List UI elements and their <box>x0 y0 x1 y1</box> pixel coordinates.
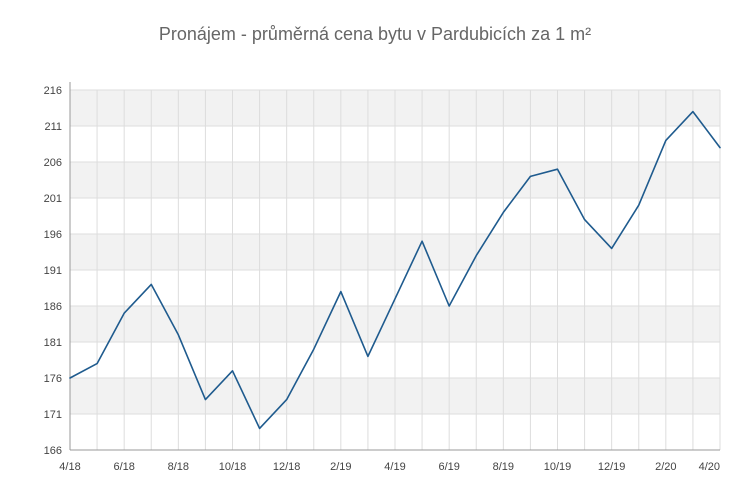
x-tick-label: 2/19 <box>330 461 351 473</box>
y-tick-label: 201 <box>44 193 62 205</box>
chart-title: Pronájem - průměrná cena bytu v Pardubic… <box>158 24 592 44</box>
y-tick-label: 216 <box>44 85 62 97</box>
x-tick-label: 10/19 <box>544 461 572 473</box>
x-tick-label: 2/20 <box>655 461 676 473</box>
y-tick-label: 171 <box>44 409 62 421</box>
y-tick-label: 206 <box>44 157 62 169</box>
x-tick-label: 12/18 <box>273 461 301 473</box>
y-tick-label: 211 <box>44 121 62 133</box>
y-tick-label: 181 <box>44 337 62 349</box>
y-tick-label: 176 <box>44 373 62 385</box>
x-tick-label: 8/19 <box>493 461 514 473</box>
x-tick-label: 12/19 <box>598 461 626 473</box>
horizontal-gridlines <box>70 89 720 451</box>
series-group <box>69 110 721 430</box>
x-tick-label: 10/18 <box>219 461 247 473</box>
axes <box>69 82 720 451</box>
x-tick-label: 4/18 <box>59 461 80 473</box>
y-tick-label: 166 <box>44 445 62 457</box>
x-tick-label: 6/18 <box>113 461 134 473</box>
y-tick-label: 186 <box>44 301 62 313</box>
x-tick-label: 8/18 <box>168 461 189 473</box>
x-tick-label: 4/20 <box>699 461 720 473</box>
x-axis-tick-labels: 4/18 6/18 8/18 10/18 12/18 2/19 4/19 6/19 8/19 10… <box>59 461 720 473</box>
y-axis-tick-labels: 166 171 176 181 186 191 196 201 206 211 216 <box>44 85 62 457</box>
y-tick-label: 191 <box>44 265 62 277</box>
y-tick-label: 196 <box>44 229 62 241</box>
x-tick-label: 6/19 <box>438 461 459 473</box>
x-tick-label: 4/19 <box>384 461 405 473</box>
